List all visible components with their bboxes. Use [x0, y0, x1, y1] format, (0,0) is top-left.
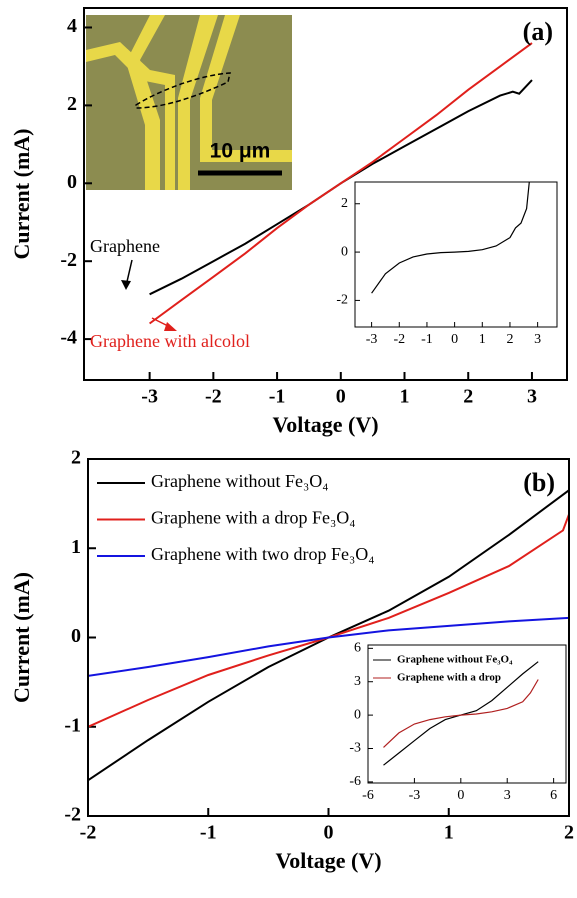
x-tick-label: -2	[393, 332, 405, 347]
y-tick-label: -6	[349, 774, 361, 789]
electrode	[200, 15, 292, 162]
x-tick-label: 2	[564, 822, 574, 844]
legend-label: Graphene with a drop	[397, 672, 501, 684]
x-tick-label: -3	[366, 332, 378, 347]
y-tick-label: -2	[336, 293, 348, 308]
data-line	[383, 679, 539, 748]
y-tick-label: 0	[71, 625, 81, 647]
y-tick-label: 2	[341, 196, 348, 211]
plot-frame	[83, 7, 568, 381]
x-tick-label: -2	[80, 822, 97, 844]
y-tick-label: 6	[354, 641, 361, 656]
annotation: Graphene	[90, 236, 160, 256]
legend-label: Graphene without Fe₃O₄	[397, 654, 513, 666]
panel-label: (a)	[523, 17, 553, 46]
flake-outline	[135, 72, 231, 109]
y-tick-label: 2	[67, 93, 77, 115]
x-tick-label: -2	[205, 386, 222, 408]
x-tick-label: -1	[269, 386, 286, 408]
plot-frame	[87, 458, 570, 817]
y-tick-label: 2	[71, 447, 81, 469]
x-axis-title: Voltage (V)	[275, 848, 381, 873]
y-tick-label: 0	[341, 244, 348, 259]
x-tick-label: 0	[457, 788, 464, 803]
chart: -6 -3 0 3 6 -6 -3 0 3 6 Graphene without Fe₃O₄ Grap…	[349, 641, 567, 803]
inset-background	[355, 182, 557, 327]
x-tick-label: -1	[421, 332, 433, 347]
y-tick-label: -1	[64, 714, 81, 736]
y-tick-label: -3	[349, 741, 361, 756]
x-tick-label: 3	[527, 386, 537, 408]
y-tick-label: -4	[60, 327, 77, 349]
data-line	[149, 42, 533, 325]
x-tick-label: -3	[141, 386, 158, 408]
legend-label: Graphene without Fe₃O₄	[151, 471, 329, 491]
legend-label: Graphene with two drop Fe₃O₄	[151, 544, 375, 564]
x-tick-label: 0	[451, 332, 458, 347]
x-tick-label: 1	[444, 822, 454, 844]
arrow-head	[121, 280, 131, 290]
arrow-head	[164, 322, 177, 331]
micrograph: 10 μm	[86, 15, 292, 190]
annotation: Graphene with alcolol	[90, 331, 250, 351]
data-line	[149, 79, 533, 296]
scale-label: 10 μm	[210, 140, 271, 163]
x-tick-label: 3	[504, 788, 511, 803]
x-tick-label: 0	[324, 822, 334, 844]
x-axis-title: Voltage (V)	[272, 412, 378, 437]
plot-frame	[367, 644, 567, 784]
data-line	[88, 616, 569, 677]
y-tick-label: 0	[67, 171, 77, 193]
chart: -2 -1 0 1 2 -2 -1 0 1 2 Voltage (V) Current (mA) (b)…	[9, 447, 574, 873]
y-axis-title: Current (mA)	[9, 572, 34, 703]
x-tick-label: -6	[362, 788, 374, 803]
x-tick-label: 2	[506, 332, 513, 347]
panel-label: (b)	[523, 468, 555, 497]
x-tick-label: 1	[400, 386, 410, 408]
chart: -3 -2 -1 0 1 2 3 -4 -2 0 2 4 Voltage (V) Current (mA)…	[9, 7, 568, 437]
y-axis-title: Current (mA)	[9, 129, 34, 260]
x-tick-label: -1	[200, 822, 217, 844]
legend-label: Graphene with a drop Fe₃O₄	[151, 508, 356, 528]
electrode	[86, 42, 175, 190]
y-tick-label: 0	[354, 707, 361, 722]
electrode	[178, 15, 218, 190]
data-line	[88, 489, 569, 782]
y-tick-label: 4	[67, 15, 77, 37]
chart: -3 -2 -1 0 1 2 3 -2 0 2	[336, 181, 558, 347]
y-tick-label: -2	[64, 804, 81, 826]
y-tick-label: -2	[60, 249, 77, 271]
x-tick-label: 0	[336, 386, 346, 408]
data-line	[88, 513, 569, 728]
x-tick-label: 6	[550, 788, 557, 803]
x-tick-label: 2	[463, 386, 473, 408]
data-line	[371, 182, 530, 294]
y-tick-label: 3	[354, 674, 361, 689]
x-tick-label: 3	[534, 332, 541, 347]
plot-frame	[354, 181, 558, 328]
y-tick-label: 1	[71, 536, 81, 558]
x-tick-label: 1	[479, 332, 486, 347]
x-tick-label: -3	[409, 788, 421, 803]
